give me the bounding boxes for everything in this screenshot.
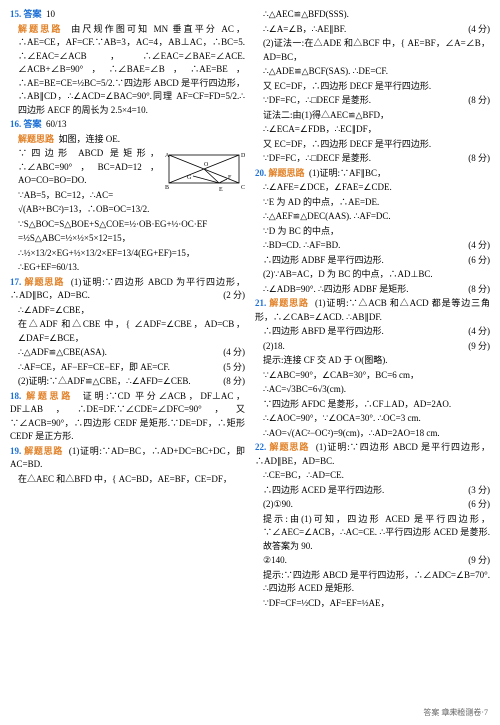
q16-b3: √(AB²+BC²)=13，∴OB=OC=13/2. [10,203,245,217]
q15-hint: 解题思路 [18,24,63,34]
q17-num: 17. [10,277,21,287]
q15-num: 15. [10,9,21,19]
svg-text:B: B [165,185,169,191]
svg-text:D: D [241,153,245,159]
q20-hint: 解题思路 [269,168,305,178]
svg-text:G: G [187,175,192,181]
q18-head: 18. 解题思路 证明:∵CD 平分∠ACB，DF⊥AC，DF⊥AB，∴DE=D… [10,390,245,444]
q22-head: 22. 解题思路 (1)证明:∵四边形 ABCD 是平行四边形，∴AD∥BE，A… [255,441,490,468]
q20-num: 20. [255,168,266,178]
q16-b6: ∴½×13/2×EG+½×13/2×EF=13/4(EG+EF)=15， [10,247,245,261]
q17-head: 17. 解题思路 (1)证明:∵四边形 ABCD 为平行四边形，∴AD∥BC，A… [10,276,245,303]
q20-head: 20. 解题思路 (1)证明:∵AF∥BC， [255,167,490,181]
q21-num: 21. [255,298,266,308]
q16-ans: 60/13 [46,119,67,129]
q15-head: 15. 答案 10 [10,8,245,22]
q16-b7: ∴EG+EF=60/13. [10,261,245,275]
q15-text: 由尺规作图可知 MN 垂直平分 AC，∴AE=CE，AF=CF.∵AB=3，AC… [18,24,245,115]
q16-head: 16. 答案 60/13 [10,118,245,132]
q18-hint: 解题思路 [26,391,73,401]
q16-hint: 解题思路 [18,134,54,144]
q21-head: 21. 解题思路 (1)证明:∵△ACB 和△ACD 都是等边三角形，∴∠CAB… [255,297,490,324]
q16-intro: 解题思路 如图，连接 OE. [10,133,245,147]
q19-head: 19. 解题思路 (1)证明:∵AD=BC，∴AD+DC=BC+DC，即 AC=… [10,445,245,472]
q16-ans-label: 答案 [24,119,42,129]
page-footer: 答案 章末检测卷·7 [423,707,488,719]
q16-num: 16. [10,119,21,129]
q17-hint: 解题思路 [24,277,64,287]
left-column: 15. 答案 10 解题思路 由尺规作图可知 MN 垂直平分 AC，∴AE=CE… [10,8,245,611]
q16-b5: =½S△ABC=½×½×5×12=15， [10,232,245,246]
page-two-column: 15. 答案 10 解题思路 由尺规作图可知 MN 垂直平分 AC，∴AE=CE… [0,0,500,619]
svg-text:A: A [165,153,170,159]
q19-num: 19. [10,446,21,456]
q16-b4: ∵S△BOC=S△BOE+S△COE=½·OB·EG+½·OC·EF [10,218,245,232]
q21-hint: 解题思路 [269,298,308,308]
q15-ans: 10 [46,9,55,19]
q22-hint: 解题思路 [269,442,309,452]
svg-text:O: O [204,162,209,168]
right-column: ∴△AEC≌△BFD(SSS). ∴∠A=∠B，∴AE∥BF. (4 分) (2… [255,8,490,611]
svg-text:E: E [219,187,223,193]
svg-text:C: C [241,185,245,191]
q18-num: 18. [10,391,21,401]
q15-ans-label: 答案 [24,9,42,19]
q15-body: 解题思路 由尺规作图可知 MN 垂直平分 AC，∴AE=CE，AF=CF.∵AB… [10,23,245,118]
q19-hint: 解题思路 [24,446,63,456]
rectangle-diagram: A D B C O E G F [163,149,245,197]
q22-num: 22. [255,442,266,452]
